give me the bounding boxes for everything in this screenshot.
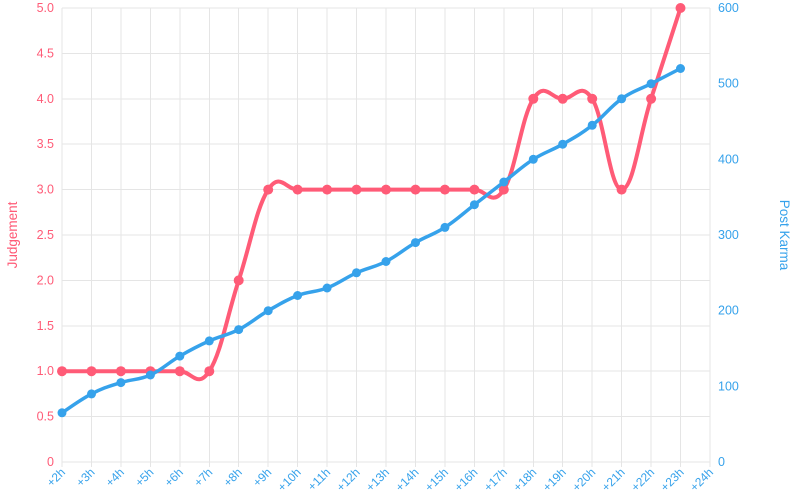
data-point-post-karma[interactable] — [528, 154, 538, 164]
data-point-judgement[interactable] — [292, 184, 303, 195]
data-point-judgement[interactable] — [675, 3, 686, 13]
x-axis-tick-label: +6h — [162, 465, 186, 489]
data-point-post-karma[interactable] — [676, 64, 685, 73]
data-point-post-karma[interactable] — [381, 257, 391, 266]
data-point-judgement[interactable] — [351, 184, 362, 195]
left-axis-tick-label: 0.5 — [37, 410, 54, 424]
x-axis-tick-label: +18h — [510, 465, 539, 494]
data-point-post-karma[interactable] — [469, 200, 479, 210]
x-axis-tick-label: +14h — [393, 465, 422, 494]
x-axis-tick-label: +7h — [191, 465, 215, 489]
data-point-judgement[interactable] — [204, 366, 215, 377]
left-axis-tick-labels: 0 0.5 1.0 1.5 2.0 2.5 3.0 3.5 4.0 4.5 5.0 — [37, 1, 54, 469]
x-axis-tick-label: +5h — [132, 465, 156, 489]
data-point-judgement[interactable] — [263, 184, 274, 195]
left-axis-tick-label: 2.5 — [37, 228, 54, 242]
data-point-post-karma[interactable] — [263, 306, 273, 316]
data-point-post-karma[interactable] — [499, 177, 509, 187]
data-point-post-karma[interactable] — [440, 222, 450, 232]
data-point-post-karma[interactable] — [411, 238, 420, 248]
x-axis-tick-label: +9h — [250, 465, 274, 489]
data-point-post-karma[interactable] — [175, 351, 185, 361]
left-axis-tick-label: 3.0 — [37, 183, 54, 197]
data-point-judgement[interactable] — [498, 184, 509, 195]
x-axis-tick-label: +12h — [334, 465, 363, 494]
right-axis-tick-label: 0 — [718, 455, 725, 469]
x-axis-tick-label: +17h — [481, 465, 510, 494]
x-axis-tick-label: +3h — [73, 465, 97, 489]
data-point-post-karma[interactable] — [57, 408, 67, 418]
left-axis-tick-label: 3.5 — [37, 137, 54, 151]
x-axis-tick-label: +8h — [221, 465, 245, 489]
right-axis-tick-label: 300 — [718, 228, 739, 242]
gridlines — [61, 7, 711, 467]
left-axis-tick-label: 0 — [47, 455, 54, 469]
data-point-judgement[interactable] — [381, 184, 391, 195]
data-point-judgement[interactable] — [646, 93, 657, 104]
data-point-judgement[interactable] — [174, 366, 185, 377]
right-axis-tick-label: 400 — [718, 152, 739, 166]
data-point-post-karma[interactable] — [617, 94, 627, 104]
series-line-judgement — [60, 6, 683, 382]
left-axis-tick-label: 1.5 — [37, 319, 54, 333]
left-axis-tick-label: 5.0 — [37, 1, 54, 15]
x-axis-tick-label: +20h — [569, 465, 598, 494]
data-point-judgement[interactable] — [557, 93, 568, 104]
data-point-post-karma[interactable] — [558, 139, 568, 149]
x-axis-tick-label: +19h — [540, 465, 569, 494]
data-point-post-karma[interactable] — [587, 120, 597, 130]
data-point-post-karma[interactable] — [322, 283, 332, 293]
data-point-judgement[interactable] — [86, 366, 97, 377]
right-axis-tick-label: 200 — [718, 304, 739, 318]
left-axis-tick-label: 1.0 — [37, 364, 54, 378]
left-axis-tick-label: 4.0 — [37, 92, 54, 106]
data-point-post-karma[interactable] — [234, 325, 244, 335]
data-point-post-karma[interactable] — [116, 378, 126, 388]
x-axis-tick-label: +21h — [599, 465, 628, 494]
data-point-judgement[interactable] — [322, 184, 333, 195]
left-axis-tick-label: 4.5 — [37, 46, 54, 60]
right-axis-tick-label: 500 — [718, 77, 739, 91]
data-point-post-karma[interactable] — [352, 268, 361, 278]
right-axis-tick-label: 100 — [718, 379, 739, 393]
data-point-judgement[interactable] — [57, 366, 67, 377]
right-axis-tick-labels: 0 100 200 300 400 500 600 — [718, 1, 739, 469]
data-point-judgement[interactable] — [587, 93, 598, 104]
data-point-post-karma[interactable] — [145, 370, 155, 380]
data-point-post-karma[interactable] — [293, 291, 303, 300]
x-axis-tick-label: +24h — [687, 465, 716, 494]
data-point-judgement[interactable] — [616, 184, 627, 195]
right-axis-tick-label: 600 — [718, 1, 739, 15]
right-axis-title: Post Karma — [777, 200, 792, 271]
x-axis-tick-label: +11h — [305, 465, 333, 493]
x-axis-tick-label: +13h — [363, 465, 392, 494]
data-point-judgement[interactable] — [439, 184, 450, 195]
x-axis-tick-label: +4h — [103, 465, 127, 489]
x-axis-tick-labels: +2h +3h +4h +5h +6h +7h +8h +9h +10h +11h +12h +13h… — [44, 465, 716, 494]
x-axis-tick-label: +16h — [451, 465, 480, 494]
data-point-post-karma[interactable] — [646, 79, 656, 89]
data-point-judgement[interactable] — [410, 184, 421, 195]
x-axis-tick-label: +15h — [422, 465, 451, 494]
data-point-judgement[interactable] — [115, 366, 126, 377]
left-axis-title: Judgement — [5, 201, 20, 268]
data-point-judgement[interactable] — [469, 184, 480, 195]
x-axis-tick-label: +10h — [275, 465, 304, 494]
data-point-post-karma[interactable] — [87, 389, 96, 399]
data-point-judgement[interactable] — [233, 275, 244, 286]
data-point-post-karma[interactable] — [204, 336, 214, 346]
x-axis-tick-label: +23h — [658, 465, 687, 494]
data-point-judgement[interactable] — [528, 93, 539, 104]
x-axis-tick-label: +22h — [628, 465, 657, 494]
series-line-post-karma — [60, 66, 683, 415]
left-axis-tick-label: 2.0 — [37, 273, 54, 287]
